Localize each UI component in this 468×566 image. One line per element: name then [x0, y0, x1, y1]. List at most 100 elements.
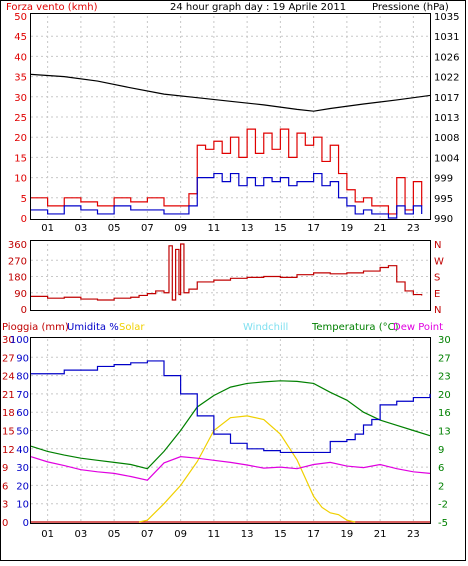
- wind-panel-ytick-left: 15: [14, 153, 27, 164]
- wind-panel-xtick: 01: [41, 223, 54, 234]
- temperature-ytick: 30: [438, 335, 451, 346]
- temperature-ytick: 27: [438, 353, 451, 364]
- wind-panel-xtick: 03: [75, 223, 88, 234]
- humidity-ytick: 70: [16, 390, 29, 401]
- wind-panel-xtick: 13: [241, 223, 254, 234]
- pressure-axis-title: Pressione (hPa): [372, 2, 449, 13]
- pressure-series: [30, 73, 431, 112]
- humidity-ytick: 60: [16, 408, 29, 419]
- wind-panel-xtick: 21: [374, 223, 387, 234]
- windchill-legend: Windchill: [243, 322, 288, 333]
- humidity-ytick: 50: [16, 427, 29, 438]
- wind-panel-ytick-right: 1031: [434, 32, 459, 43]
- weather-panel-xtick: 15: [274, 529, 287, 540]
- wind-panel-ytick-left: 20: [14, 133, 27, 144]
- wind-gust-series: [31, 128, 423, 215]
- direction-panel-ytick-right: S: [434, 273, 440, 284]
- wind-panel-ytick-left: 10: [14, 174, 27, 185]
- direction-panel-ytick-right: E: [434, 289, 440, 300]
- wind-panel-ytick-left: 25: [14, 113, 27, 124]
- weather-panel-xtick: 21: [374, 529, 387, 540]
- solar-legend: Solar: [119, 322, 145, 333]
- wind-panel-xtick: 07: [141, 223, 154, 234]
- rain-ytick: 0: [2, 518, 8, 529]
- humidity-ytick: 100: [10, 335, 29, 346]
- humidity-axis-title: Umidita %: [67, 322, 119, 333]
- humidity-ytick: 90: [16, 353, 29, 364]
- rain-ytick: 9: [2, 463, 8, 474]
- weather-panel-xtick: 03: [75, 529, 88, 540]
- wind-panel-ytick-right: 1026: [434, 52, 459, 63]
- temperature-ytick: 13: [438, 427, 451, 438]
- wind-panel-ytick-right: 995: [434, 194, 453, 205]
- temperature-ytick: 20: [438, 390, 451, 401]
- wind-panel-ytick-right: 1035: [434, 12, 459, 23]
- rain-ytick: 30: [2, 335, 15, 346]
- rain-ytick: 18: [2, 408, 15, 419]
- dew-point-series: [30, 456, 431, 481]
- rain-ytick: 24: [2, 372, 15, 383]
- humidity-ytick: 20: [16, 481, 29, 492]
- wind-panel-ytick-left: 5: [21, 194, 27, 205]
- rain-ytick: 27: [2, 353, 15, 364]
- wind-panel-xtick: 19: [341, 223, 354, 234]
- wind-panel-ytick-left: 30: [14, 93, 27, 104]
- direction-panel-ytick-right: N: [434, 240, 441, 251]
- rain-ytick: 6: [2, 481, 8, 492]
- rain-axis-title: Pioggia (mm): [2, 322, 69, 333]
- temperature-axis-title: Temperatura (°C): [311, 322, 399, 333]
- wind-panel-ytick-right: 1008: [434, 133, 459, 144]
- temperature-ytick: 16: [438, 408, 451, 419]
- temperature-ytick: 23: [438, 372, 451, 383]
- humidity-series: [31, 360, 431, 454]
- direction-panel-ytick-right: N: [434, 305, 441, 316]
- wind-panel-ytick-left: 0: [21, 214, 27, 225]
- wind-panel-ytick-right: 1013: [434, 113, 459, 124]
- wind-axis-title: Forza vento (kmh): [6, 2, 98, 13]
- direction-panel-ytick-left: 270: [8, 256, 27, 267]
- weather-panel-xtick: 19: [341, 529, 354, 540]
- direction-panel-ytick-right: W: [434, 256, 444, 267]
- rain-ytick: 3: [2, 500, 8, 511]
- wind-pressure-panel: [30, 13, 431, 220]
- rain-ytick: 15: [2, 427, 15, 438]
- weather-panel-xtick: 09: [174, 529, 187, 540]
- humidity-ytick: 30: [16, 463, 29, 474]
- weather-panel-xtick: 17: [307, 529, 320, 540]
- direction-panel: [30, 240, 431, 311]
- wind-panel-ytick-right: 999: [434, 174, 453, 185]
- wind-panel-xtick: 09: [174, 223, 187, 234]
- wind-panel-ytick-left: 45: [14, 32, 27, 43]
- rain-ytick: 21: [2, 390, 15, 401]
- wind-panel-ytick-right: 1017: [434, 93, 459, 104]
- wind-panel-xtick: 11: [208, 223, 221, 234]
- wind-panel-xtick: 15: [274, 223, 287, 234]
- direction-panel-ytick-left: 90: [14, 289, 27, 300]
- wind-panel-ytick-right: 1004: [434, 153, 459, 164]
- weather-panel-xtick: 05: [108, 529, 121, 540]
- wind-panel-xtick: 17: [307, 223, 320, 234]
- wind-panel-ytick-left: 50: [14, 12, 27, 23]
- wind-panel-xtick: 23: [407, 223, 420, 234]
- humidity-ytick: 10: [16, 500, 29, 511]
- direction-panel-ytick-left: 180: [8, 273, 27, 284]
- wind-average-series: [31, 172, 423, 219]
- temperature-ytick: -5: [438, 518, 448, 529]
- rain-ytick: 12: [2, 445, 15, 456]
- humidity-ytick: 0: [23, 518, 29, 529]
- temperature-ytick: 6: [438, 463, 444, 474]
- solar-series: [138, 415, 356, 523]
- weather-panel-xtick: 13: [241, 529, 254, 540]
- weather-panel-xtick: 23: [407, 529, 420, 540]
- wind-panel-ytick-right: 1022: [434, 73, 459, 84]
- wind-panel-ytick-right: 990: [434, 214, 453, 225]
- dew-point-legend: Dew Point: [393, 322, 443, 333]
- wind-panel-ytick-left: 35: [14, 73, 27, 84]
- graph-title: 24 hour graph day : 19 Aprile 2011: [170, 2, 346, 13]
- wind-direction-series: [31, 243, 423, 301]
- temperature-ytick: 2: [438, 481, 444, 492]
